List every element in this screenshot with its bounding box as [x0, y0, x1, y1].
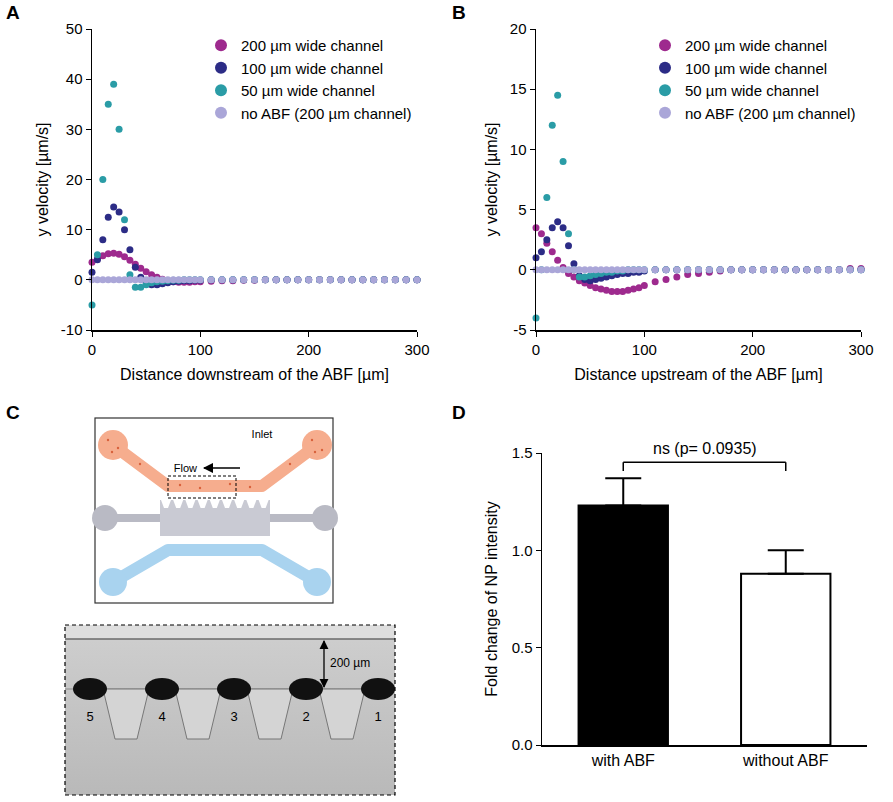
svg-text:1.0: 1.0	[512, 542, 533, 559]
svg-text:100: 100	[632, 341, 657, 358]
svg-text:20: 20	[510, 20, 527, 37]
svg-text:200 µm wide channel: 200 µm wide channel	[241, 37, 383, 54]
svg-text:1: 1	[374, 709, 381, 724]
svg-text:Distance downstream of the ABF: Distance downstream of the ABF [µm]	[120, 366, 389, 383]
svg-text:30: 30	[66, 121, 83, 138]
svg-text:-5: -5	[513, 321, 526, 338]
svg-text:50 µm wide channel: 50 µm wide channel	[685, 82, 819, 99]
svg-text:0: 0	[74, 271, 82, 288]
svg-text:y velocity [µm/s]: y velocity [µm/s]	[483, 122, 500, 236]
html-text:B: B	[452, 2, 466, 23]
svg-text:10: 10	[66, 221, 83, 238]
svg-text:Fold change of NP intensity: Fold change of NP intensity	[483, 501, 500, 696]
svg-text:0: 0	[88, 341, 96, 358]
svg-text:200 µm: 200 µm	[330, 656, 370, 670]
svg-text:5: 5	[518, 201, 526, 218]
svg-text:300: 300	[404, 341, 429, 358]
html-text:A: A	[6, 2, 20, 23]
svg-text:ns (p= 0.0935): ns (p= 0.0935)	[653, 440, 757, 457]
svg-text:0.5: 0.5	[512, 639, 533, 656]
svg-text:0.0: 0.0	[512, 736, 533, 753]
svg-text:1.5: 1.5	[512, 444, 533, 461]
svg-text:100 µm wide channel: 100 µm wide channel	[685, 60, 827, 77]
svg-text:10: 10	[510, 141, 527, 158]
svg-text:0: 0	[532, 341, 540, 358]
svg-text:40: 40	[66, 70, 83, 87]
svg-text:50 µm wide channel: 50 µm wide channel	[241, 82, 375, 99]
svg-text:0: 0	[518, 261, 526, 278]
svg-text:2: 2	[302, 709, 309, 724]
svg-text:4: 4	[158, 709, 165, 724]
svg-text:200: 200	[296, 341, 321, 358]
svg-text:200 µm wide channel: 200 µm wide channel	[685, 37, 827, 54]
svg-text:Flow: Flow	[174, 462, 197, 474]
svg-text:100: 100	[188, 341, 213, 358]
html-text:D: D	[452, 402, 466, 423]
svg-text:y velocity [µm/s]: y velocity [µm/s]	[34, 122, 51, 236]
svg-text:20: 20	[66, 171, 83, 188]
svg-text:no ABF (200 µm channel): no ABF (200 µm channel)	[685, 105, 855, 122]
svg-text:3: 3	[230, 709, 237, 724]
svg-text:50: 50	[66, 20, 83, 37]
svg-text:no ABF (200 µm channel): no ABF (200 µm channel)	[241, 105, 411, 122]
svg-text:Distance upstream of the ABF [: Distance upstream of the ABF [µm]	[574, 366, 822, 383]
svg-text:200: 200	[740, 341, 765, 358]
svg-text:15: 15	[510, 80, 527, 97]
html-text:C: C	[6, 402, 20, 423]
svg-text:-10: -10	[61, 321, 83, 338]
svg-text:Inlet: Inlet	[252, 428, 273, 440]
svg-text:without ABF: without ABF	[742, 752, 829, 769]
svg-text:300: 300	[848, 341, 873, 358]
svg-text:100 µm wide channel: 100 µm wide channel	[241, 60, 383, 77]
svg-text:5: 5	[86, 709, 93, 724]
svg-text:with ABF: with ABF	[591, 752, 655, 769]
